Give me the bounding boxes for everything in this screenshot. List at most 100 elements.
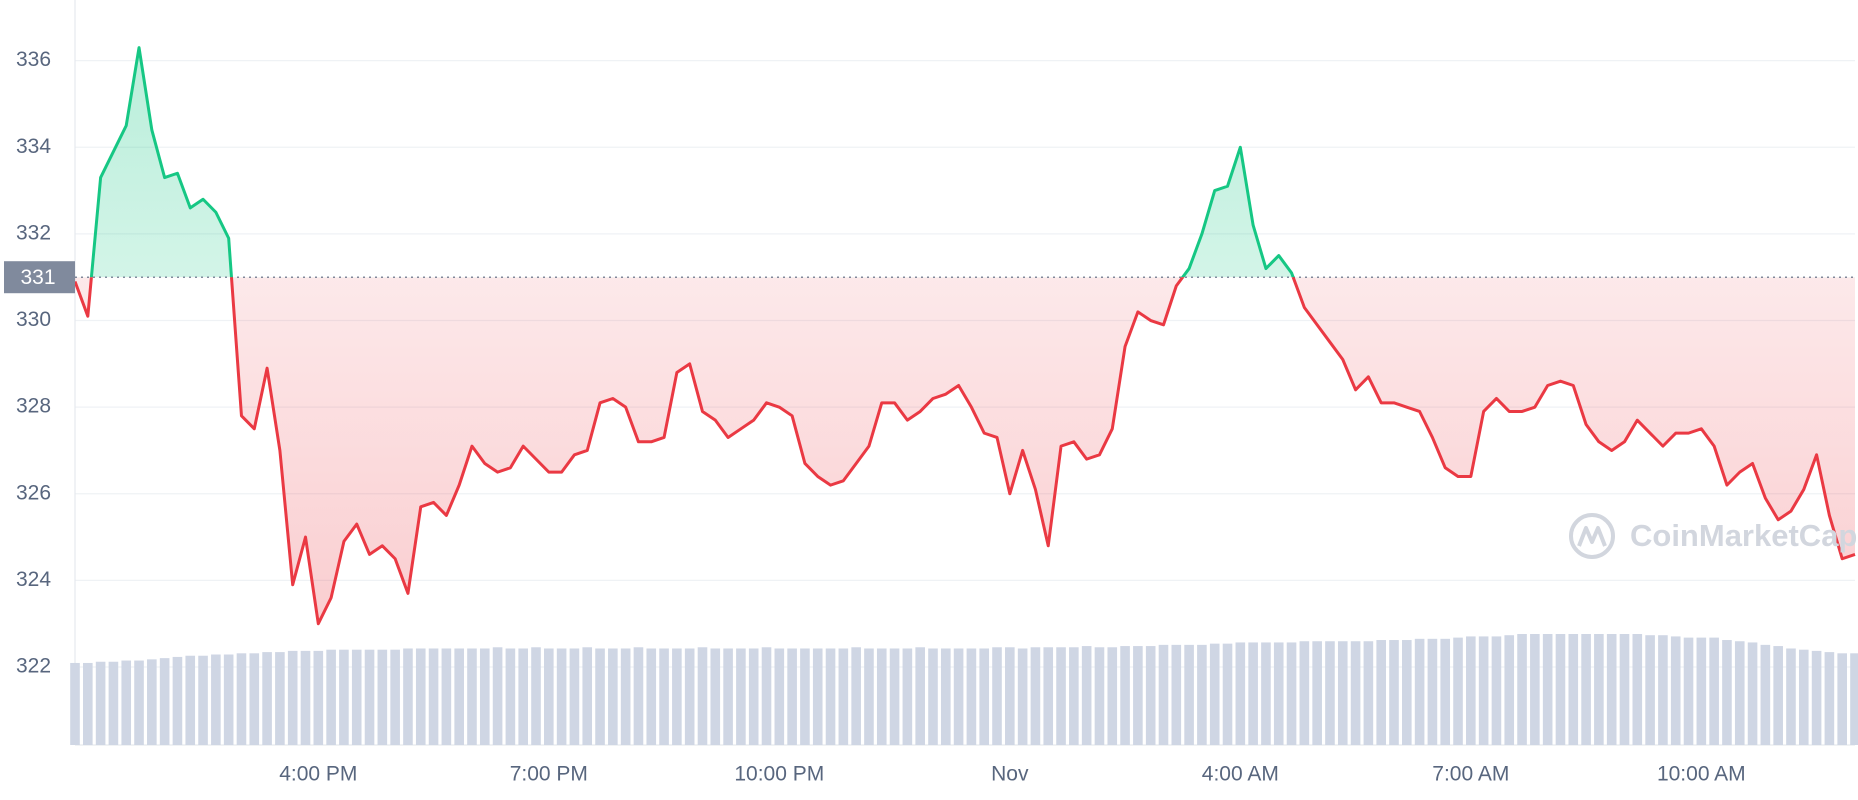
volume-bar <box>134 660 144 745</box>
volume-bar <box>95 661 106 745</box>
volume-bar <box>672 648 682 745</box>
volume-bar <box>761 647 772 745</box>
volume-bar <box>1389 640 1399 745</box>
volume-bar <box>518 648 529 745</box>
volume-bar <box>595 648 605 745</box>
volume-bar <box>710 648 721 745</box>
volume-bar <box>1837 653 1847 745</box>
y-tick-label: 328 <box>16 395 51 418</box>
volume-bar <box>326 649 336 745</box>
volume-bar <box>211 654 221 745</box>
x-tick-label: 4:00 AM <box>1202 763 1279 786</box>
volume-bar <box>582 647 593 745</box>
y-tick-label: 330 <box>16 308 51 331</box>
volume-bar <box>544 648 554 745</box>
volume-bar <box>1606 634 1617 745</box>
volume-bar <box>147 659 157 745</box>
volume-bar <box>1811 650 1822 745</box>
volume-bar <box>1235 642 1246 745</box>
volume-bar <box>1056 647 1066 745</box>
volume-bar <box>262 652 272 745</box>
volume-bar <box>915 647 925 745</box>
volume-bar <box>1466 636 1476 745</box>
volume-bar <box>236 653 247 745</box>
volume-bar <box>1734 641 1745 745</box>
volume-bar <box>390 649 400 745</box>
volume-bar <box>287 650 298 745</box>
y-tick-label: 332 <box>16 221 51 244</box>
volume-bar <box>454 648 464 745</box>
volume-bar <box>1696 637 1707 745</box>
volume-bar <box>1542 634 1553 745</box>
volume-bar <box>1683 637 1694 745</box>
volume-bar <box>223 654 234 745</box>
volume-bar <box>1504 635 1515 745</box>
volume-bar <box>646 648 657 745</box>
volume-bar <box>992 647 1002 745</box>
volume-bar <box>1222 643 1233 745</box>
volume-bar <box>83 662 93 745</box>
volume-bar <box>1530 634 1540 745</box>
y-tick-label: 326 <box>16 481 51 504</box>
volume-bar <box>774 648 785 745</box>
volume-bar <box>1325 641 1335 745</box>
volume-bar <box>800 648 810 745</box>
volume-bar <box>172 656 183 745</box>
watermark-logo <box>1569 513 1615 559</box>
volume-bar <box>1184 644 1194 745</box>
volume-bar <box>1030 647 1041 745</box>
volume-bar <box>70 662 80 745</box>
volume-bar <box>1401 640 1412 745</box>
volume-bar <box>1658 635 1668 745</box>
volume-bar <box>928 648 938 745</box>
volume-bar <box>159 658 170 745</box>
volume-bar <box>1107 647 1118 745</box>
volume-bar <box>940 648 951 745</box>
volume-bar <box>531 647 541 745</box>
volume-bar <box>1350 641 1361 745</box>
baseline-label: 331 <box>20 266 55 289</box>
x-tick-label: 10:00 PM <box>734 763 824 786</box>
volume-bar <box>556 648 567 745</box>
volume-bar <box>364 649 375 745</box>
volume-bar <box>633 647 644 745</box>
volume-bar <box>121 660 132 745</box>
volume-bar <box>902 648 913 745</box>
volume-bar <box>108 661 119 745</box>
volume-bar <box>1299 641 1310 745</box>
volume-bar <box>492 647 503 745</box>
volume-bar <box>1427 638 1438 745</box>
volume-bar <box>825 648 836 745</box>
volume-bar <box>275 652 285 745</box>
volume-bar <box>1337 641 1348 745</box>
volume-bar <box>1363 641 1374 745</box>
volume-bar <box>953 648 964 745</box>
volume-bar <box>1786 648 1796 745</box>
volume-bar <box>736 648 746 745</box>
x-tick-label: 10:00 AM <box>1657 763 1746 786</box>
volume-bar <box>1824 652 1835 745</box>
volume-bar <box>1850 653 1858 745</box>
volume-bar <box>1197 644 1207 745</box>
volume-bar <box>467 648 477 745</box>
volume-bar <box>697 647 708 745</box>
volume-bar <box>1555 634 1566 745</box>
y-tick-label: 324 <box>16 568 51 591</box>
volume-bar <box>1017 648 1028 745</box>
volume-bar <box>1081 646 1092 745</box>
volume-bar <box>185 655 196 745</box>
volume-bar <box>415 648 426 745</box>
volume-bar <box>441 648 452 745</box>
volume-bar <box>249 653 260 745</box>
volume-bar <box>1568 634 1579 745</box>
price-line-down <box>73 277 1856 626</box>
x-tick-label: 7:00 AM <box>1432 763 1509 786</box>
volume-bar <box>313 650 324 745</box>
volume-bar <box>1798 649 1809 745</box>
volume-bar <box>479 648 490 745</box>
volume-bar <box>723 648 733 745</box>
volume-bar <box>1517 634 1527 745</box>
volume-bar <box>403 648 413 745</box>
